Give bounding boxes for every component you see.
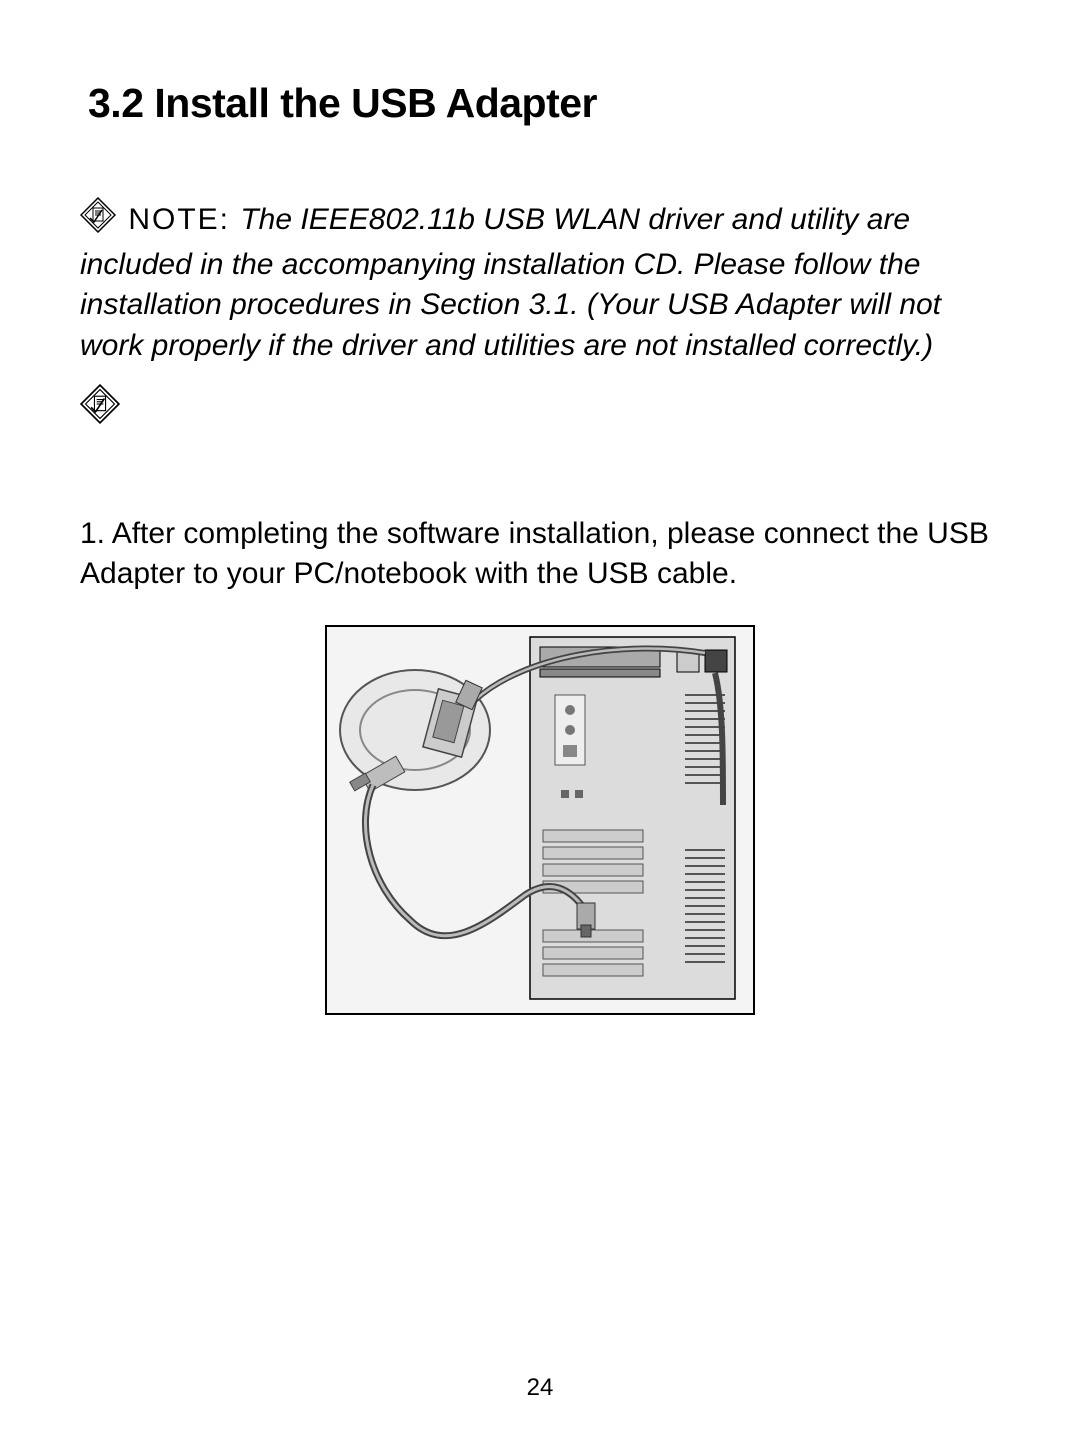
document-page: 3.2 Install the USB Adapter NOTE: The IE… bbox=[0, 0, 1080, 1442]
note-label: NOTE: bbox=[128, 203, 240, 236]
note-block: NOTE: The IEEE802.11b USB WLAN driver an… bbox=[80, 197, 1000, 436]
page-number: 24 bbox=[0, 1374, 1080, 1402]
note-icon bbox=[80, 197, 116, 245]
note-icon-2 bbox=[80, 384, 1000, 436]
figure-container bbox=[80, 625, 1000, 1020]
step-text: After completing the software installati… bbox=[80, 517, 989, 591]
usb-connection-figure bbox=[325, 625, 755, 1020]
section-heading: 3.2 Install the USB Adapter bbox=[88, 80, 1000, 127]
step-1: 1. After completing the software install… bbox=[80, 514, 1000, 595]
step-number: 1. bbox=[80, 517, 105, 550]
